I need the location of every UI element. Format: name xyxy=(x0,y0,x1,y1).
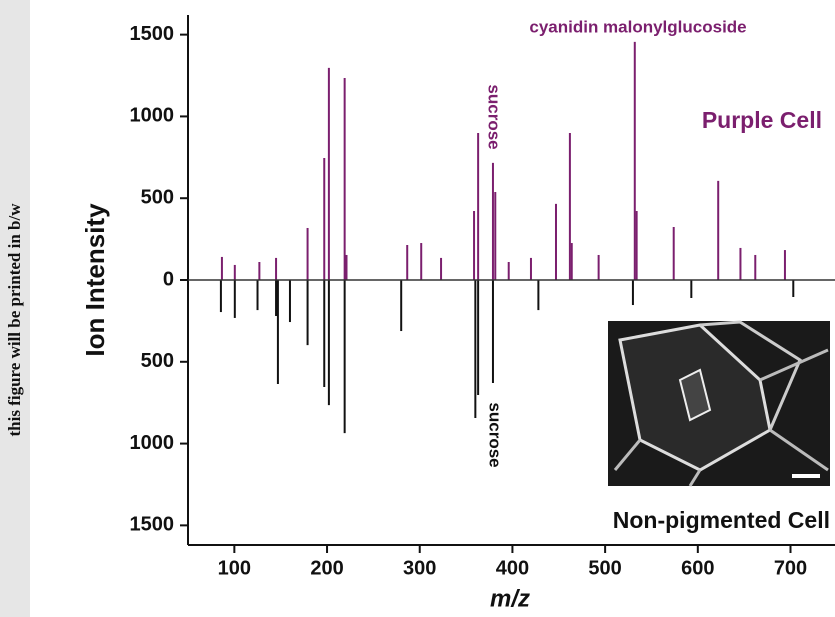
y-tick-label: 1000 xyxy=(130,105,175,127)
x-tick-label: 400 xyxy=(496,557,529,579)
annotation: sucrose xyxy=(485,84,504,149)
y-tick-label: 1500 xyxy=(130,23,175,45)
annotation: cyanidin malonylglucoside xyxy=(529,17,746,36)
x-tick-label: 700 xyxy=(774,557,807,579)
x-tick-label: 600 xyxy=(681,557,714,579)
side-band xyxy=(0,0,30,617)
series-label: Purple Cell xyxy=(702,107,822,133)
y-tick-label: 500 xyxy=(141,186,174,208)
annotation: sucrose xyxy=(486,402,505,467)
y-axis-label: Ion Intensity xyxy=(80,203,110,357)
inset-image xyxy=(608,320,830,487)
x-axis-label: m/z xyxy=(490,585,530,612)
y-tick-label: 0 xyxy=(163,268,174,290)
side-note: this figure will be printed in b/w xyxy=(5,203,24,437)
x-tick-label: 100 xyxy=(218,557,251,579)
x-tick-label: 500 xyxy=(588,557,621,579)
y-tick-label: 500 xyxy=(141,350,174,372)
x-tick-label: 300 xyxy=(403,557,436,579)
x-tick-label: 200 xyxy=(310,557,343,579)
y-tick-label: 1000 xyxy=(130,432,175,454)
series-label: Non-pigmented Cell xyxy=(613,507,830,533)
y-tick-label: 1500 xyxy=(130,514,175,536)
